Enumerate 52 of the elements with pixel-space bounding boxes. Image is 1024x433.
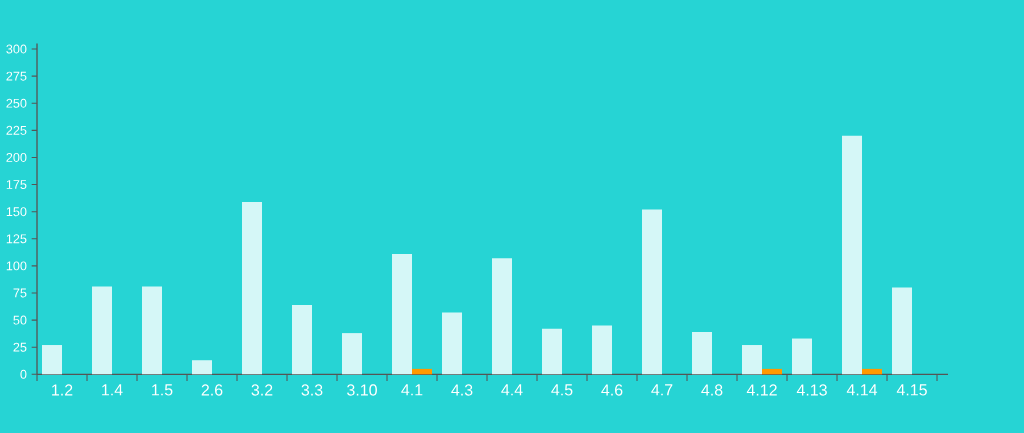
bar bbox=[862, 368, 883, 375]
y-tick-label: 300 bbox=[6, 44, 27, 54]
x-tick-label: 3.3 bbox=[301, 384, 323, 396]
x-tick-label: 4.12 bbox=[746, 384, 777, 396]
y-tick-label: 75 bbox=[13, 288, 27, 298]
x-tick-label: 4.8 bbox=[701, 384, 723, 396]
bar bbox=[742, 345, 763, 375]
bar bbox=[342, 333, 363, 375]
y-tick-label: 200 bbox=[6, 152, 27, 162]
bar bbox=[392, 253, 412, 375]
y-tick-label: 275 bbox=[6, 71, 27, 81]
bar bbox=[692, 332, 713, 375]
bar bbox=[892, 287, 913, 375]
bar bbox=[762, 368, 783, 375]
y-tick-label: 150 bbox=[6, 207, 27, 217]
y-tick-label: 125 bbox=[6, 234, 27, 244]
bar bbox=[492, 258, 513, 375]
bar bbox=[642, 209, 663, 375]
y-tick-label: 0 bbox=[20, 369, 27, 379]
x-tick-label: 4.6 bbox=[601, 384, 623, 396]
x-tick-label: 4.1 bbox=[401, 384, 423, 396]
y-tick-label: 50 bbox=[13, 315, 27, 325]
bar bbox=[242, 201, 263, 375]
bar bbox=[142, 286, 163, 375]
x-tick-label: 4.5 bbox=[551, 384, 573, 396]
y-tick-label: 25 bbox=[13, 342, 27, 352]
y-tick-label: 175 bbox=[6, 180, 27, 189]
x-tick-label: 2.6 bbox=[201, 384, 223, 396]
x-tick-label: 4.3 bbox=[451, 384, 473, 396]
bar bbox=[792, 338, 813, 375]
bar bbox=[442, 312, 463, 375]
x-tick-label: 1.5 bbox=[152, 384, 173, 396]
x-tick-label: 4.14 bbox=[846, 384, 878, 396]
x-tick-label: 1.2 bbox=[52, 384, 73, 396]
x-tick-label: 3.10 bbox=[347, 384, 377, 396]
y-tick-label: 225 bbox=[6, 125, 27, 135]
x-tick-label: 3.2 bbox=[251, 384, 273, 396]
y-tick-label: 100 bbox=[6, 261, 27, 271]
x-tick-label: 4.13 bbox=[796, 384, 827, 396]
y-tick-label: 250 bbox=[6, 98, 27, 108]
x-tick-label: 4.15 bbox=[896, 384, 927, 396]
bar bbox=[42, 345, 63, 375]
x-tick-label: 1.4 bbox=[102, 384, 123, 396]
bar bbox=[592, 325, 612, 375]
x-tick-label: 4.7 bbox=[651, 384, 673, 396]
bar bbox=[842, 135, 863, 375]
x-tick-label: 4.4 bbox=[501, 384, 523, 396]
bar bbox=[192, 360, 212, 375]
bar bbox=[542, 328, 563, 375]
bar bbox=[292, 304, 313, 375]
bar bbox=[92, 286, 113, 375]
bar bbox=[412, 368, 433, 375]
